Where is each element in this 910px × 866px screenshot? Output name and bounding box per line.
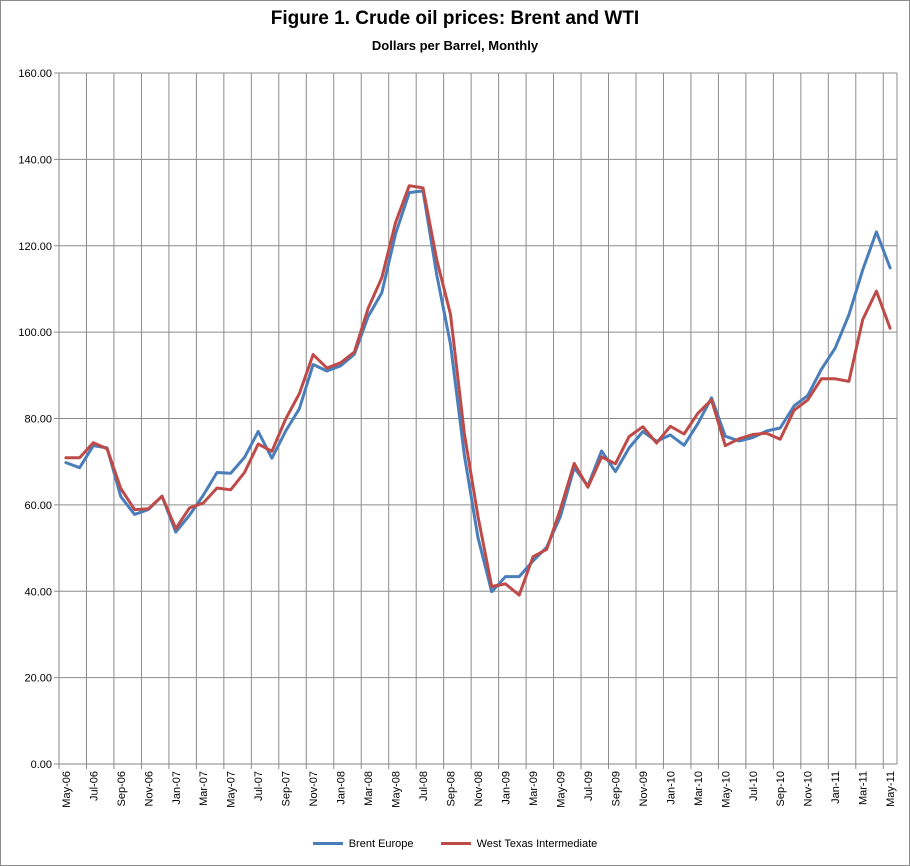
chart-title: Figure 1. Crude oil prices: Brent and WT… (270, 8, 640, 29)
legend-item-brent: Brent Europe (312, 837, 414, 850)
x-tick-label: Sep-10 (775, 771, 787, 806)
legend-label-brent: Brent Europe (348, 837, 414, 850)
x-tick-label: May-11 (885, 771, 897, 807)
x-tick-label: May-06 (61, 771, 73, 808)
x-tick-label: Mar-10 (693, 771, 705, 806)
legend-swatch-brent (312, 842, 343, 845)
y-tick-label: 140.00 (18, 154, 52, 166)
x-tick-label: Sep-08 (446, 771, 458, 806)
x-tick-label: May-07 (226, 771, 238, 808)
x-tick-label: Nov-06 (143, 771, 155, 806)
chart-subtitle: Dollars per Barrel, Monthly (371, 38, 539, 53)
x-tick-label: May-09 (555, 771, 567, 808)
x-tick-label: Jul-07 (253, 771, 265, 801)
y-tick-label: 40.00 (24, 586, 52, 598)
x-tick-label: Nov-08 (473, 771, 485, 806)
x-tick-label: Jul-06 (88, 771, 100, 801)
x-tick-label: May-08 (391, 771, 403, 808)
x-tick-label: Jan-10 (665, 771, 677, 805)
x-tick-label: Sep-06 (116, 771, 128, 806)
x-tick-label: Mar-07 (198, 771, 210, 806)
x-tick-label: Jan-11 (830, 771, 842, 804)
y-tick-label: 80.00 (24, 414, 52, 426)
x-tick-label: Jul-10 (748, 771, 760, 801)
y-tick-label: 60.00 (24, 500, 52, 512)
x-tick-label: Sep-07 (281, 771, 293, 806)
x-tick-label: Nov-09 (638, 771, 650, 806)
series-line-brent (64, 189, 892, 594)
x-tick-label: Jan-08 (336, 771, 348, 805)
x-tick-label: Jan-09 (500, 771, 512, 805)
y-tick-label: 20.00 (24, 673, 52, 685)
x-tick-label: Mar-08 (363, 771, 375, 806)
series-line-wti (64, 184, 892, 597)
legend-label-wti: West Texas Intermediate (476, 837, 598, 850)
y-tick-label: 0.00 (31, 759, 52, 771)
x-tick-label: Jul-09 (583, 771, 595, 801)
x-tick-label: Jul-08 (418, 771, 430, 801)
legend-swatch-wti (440, 842, 471, 845)
x-tick-label: Sep-09 (610, 771, 622, 806)
y-tick-label: 160.00 (18, 68, 52, 80)
x-tick-label: Nov-07 (308, 771, 320, 806)
legend-item-wti: West Texas Intermediate (440, 837, 598, 850)
x-tick-label: Jan-07 (171, 771, 183, 805)
x-tick-label: Mar-11 (858, 771, 870, 805)
x-tick-label: Mar-09 (528, 771, 540, 806)
x-tick-label: Nov-10 (803, 771, 815, 806)
x-tick-label: May-10 (720, 771, 732, 808)
chart-legend: Brent Europe West Texas Intermediate (0, 836, 910, 850)
y-tick-label: 120.00 (18, 241, 52, 253)
y-tick-label: 100.00 (18, 327, 52, 339)
